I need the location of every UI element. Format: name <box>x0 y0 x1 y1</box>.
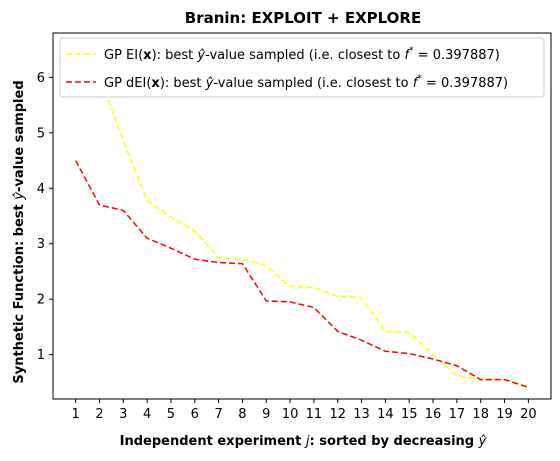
x-tick-label: 8 <box>238 407 246 422</box>
x-tick-label: 11 <box>306 407 323 422</box>
y-tick-label: 1 <box>37 348 45 363</box>
chart-title: Branin: EXPLOIT + EXPLORE <box>185 9 421 27</box>
plot-area <box>74 46 529 389</box>
x-tick-label: 14 <box>377 407 394 422</box>
x-tick-label: 12 <box>329 407 346 422</box>
legend-entry-gp-dei: GP dEI(x): best ŷ-value sampled (i.e. cl… <box>66 74 508 91</box>
legend-box <box>59 37 545 98</box>
x-tick-label: 4 <box>143 407 151 422</box>
y-tick-label: 3 <box>37 237 45 252</box>
legend-label-gp-ei: GP EI(x): best ŷ-value sampled (i.e. clo… <box>104 46 500 63</box>
y-tick-label: 5 <box>37 126 45 141</box>
y-axis: 1 2 3 4 5 6 <box>37 71 53 363</box>
x-tick-label: 18 <box>472 407 489 422</box>
x-tick-label: 20 <box>520 407 537 422</box>
x-tick-label: 15 <box>401 407 418 422</box>
x-tick-label: 6 <box>191 407 199 422</box>
x-tick-label: 9 <box>262 407 270 422</box>
series-line-gp-ei <box>75 46 529 388</box>
x-tick-label: 7 <box>214 407 222 422</box>
x-tick-label: 2 <box>95 407 103 422</box>
y-tick-label: 6 <box>37 71 45 86</box>
x-tick-label: 16 <box>425 407 442 422</box>
x-tick-label: 13 <box>353 407 370 422</box>
x-axis-title: Independent experiment j: sorted by decr… <box>120 434 487 449</box>
x-tick-label: 3 <box>119 407 127 422</box>
x-tick-label: 1 <box>71 407 79 422</box>
y-tick-label: 4 <box>37 182 45 197</box>
x-tick-label: 19 <box>496 407 513 422</box>
legend-entry-gp-ei: GP EI(x): best ŷ-value sampled (i.e. clo… <box>66 46 500 63</box>
plot-frame <box>52 32 552 400</box>
x-axis: 1 2 3 4 5 6 7 8 9 10 11 12 13 14 15 16 17 18 19 20 <box>71 399 537 422</box>
y-tick-label: 2 <box>37 293 45 308</box>
y-axis-title: Synthetic Function: best ŷ-value sampled <box>12 80 27 383</box>
x-tick-label: 5 <box>167 407 175 422</box>
x-tick-label: 17 <box>449 407 466 422</box>
legend-label-gp-dei: GP dEI(x): best ŷ-value sampled (i.e. cl… <box>104 74 508 91</box>
x-tick-label: 10 <box>282 407 299 422</box>
legend: GP EI(x): best ŷ-value sampled (i.e. clo… <box>59 37 545 98</box>
series-line-gp-dei <box>74 160 529 389</box>
